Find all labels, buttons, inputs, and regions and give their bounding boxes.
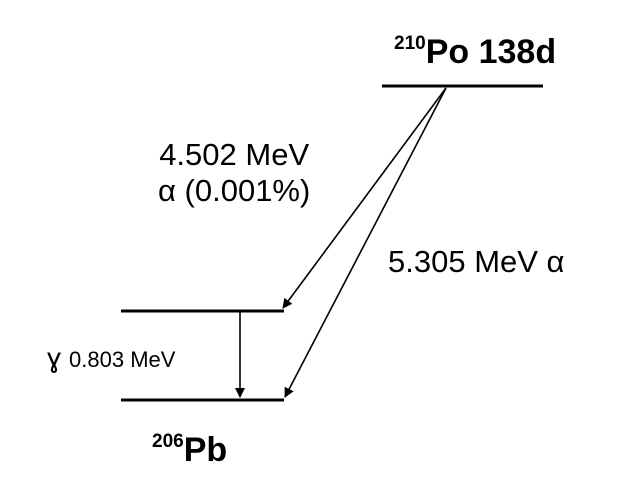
- parent-nuclide-label: 210Po 138d: [394, 34, 556, 69]
- parent-half-life: 138d: [478, 33, 557, 71]
- gamma-energy: 0.803 MeV: [69, 347, 176, 372]
- alpha-minor-arrow: [282, 87, 447, 309]
- alpha-minor-energy: 4.502 MeV: [159, 137, 310, 172]
- daughter-mass-number: 206: [152, 431, 184, 452]
- gamma-symbol: ɣ: [47, 342, 62, 373]
- alpha-minor-branch: α (0.001%): [158, 172, 311, 208]
- gamma-label: ɣ 0.803 MeV: [47, 344, 175, 372]
- parent-mass-number: 210: [394, 33, 426, 54]
- parent-symbol: Po: [425, 33, 470, 71]
- alpha-major-arrow: [284, 87, 447, 398]
- alpha-major-label: 5.305 MeV α: [388, 244, 565, 279]
- daughter-symbol: Pb: [183, 431, 228, 469]
- alpha-minor-label: 4.502 MeV α (0.001%): [158, 137, 310, 208]
- daughter-nuclide-label: 206Pb: [152, 432, 227, 467]
